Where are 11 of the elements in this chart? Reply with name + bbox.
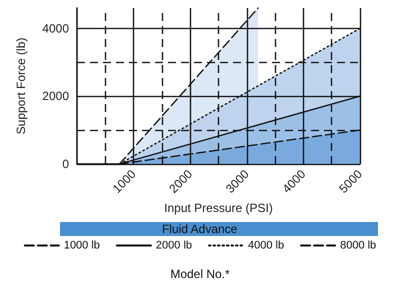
y-tick-label: 4000 <box>42 21 70 36</box>
legend-label: 1000 lb <box>64 240 100 252</box>
y-axis-title: Support Force (lb) <box>14 38 28 134</box>
y-tick-label: 0 <box>62 157 70 171</box>
y-tick-label: 2000 <box>42 89 70 104</box>
legend-label: 4000 lb <box>248 240 284 252</box>
x-axis-title: Input Pressure (PSI) <box>164 201 273 216</box>
legend-label: 2000 lb <box>156 240 192 252</box>
text: Model No.* <box>170 267 230 281</box>
legend-label: 8000 lb <box>340 240 376 252</box>
legend-title: Fluid Advance <box>162 222 238 236</box>
